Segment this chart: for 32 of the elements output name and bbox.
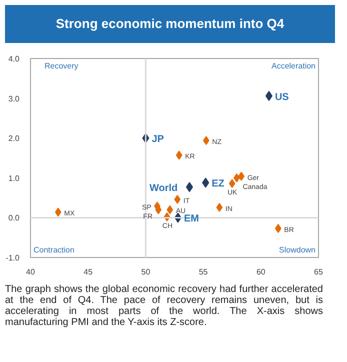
chart-title: Strong economic momentum into Q4 xyxy=(5,5,335,43)
point xyxy=(228,178,236,188)
point xyxy=(54,208,62,217)
annotation: Recovery xyxy=(44,62,78,70)
point xyxy=(265,90,272,101)
annotation: EZ xyxy=(212,178,224,190)
annotation: Acceleration xyxy=(271,62,316,70)
x-tick-label: 55 xyxy=(198,268,208,276)
annotation: Contraction xyxy=(34,246,74,254)
y-tick-label: 1.0 xyxy=(8,174,20,183)
annotation: JP xyxy=(152,134,164,146)
y-tick-label: -1.0 xyxy=(6,254,20,262)
point xyxy=(166,205,174,214)
y-tick-label: 4.0 xyxy=(8,54,20,64)
point xyxy=(186,182,193,192)
x-tick-label: 50 xyxy=(141,268,151,276)
y-tick-label: 2.0 xyxy=(8,134,20,144)
annotation: EM xyxy=(184,214,199,225)
annotation: US xyxy=(274,92,290,103)
x-tick-label: 60 xyxy=(256,268,266,276)
annotation: World xyxy=(149,183,178,194)
point xyxy=(176,150,182,160)
point xyxy=(174,194,181,204)
x-tick-label: 40 xyxy=(26,268,36,276)
x-tick-label: 65 xyxy=(314,268,324,276)
point xyxy=(216,202,223,212)
text: The graph shows the global economic recovery had further accelerated at the end of Q4. The pace of recovery remains uneven, but is accelerating in most parts of the world. The X-axis shows manufacturing PMI and the Y-axis its Z-score. xyxy=(5,284,323,328)
y-tick-label: 0.0 xyxy=(8,214,20,223)
y-tick-label: 3.0 xyxy=(8,94,20,104)
x-tick-label: 45 xyxy=(84,268,94,276)
point xyxy=(202,178,210,188)
annotation: Slowdown xyxy=(279,246,316,254)
